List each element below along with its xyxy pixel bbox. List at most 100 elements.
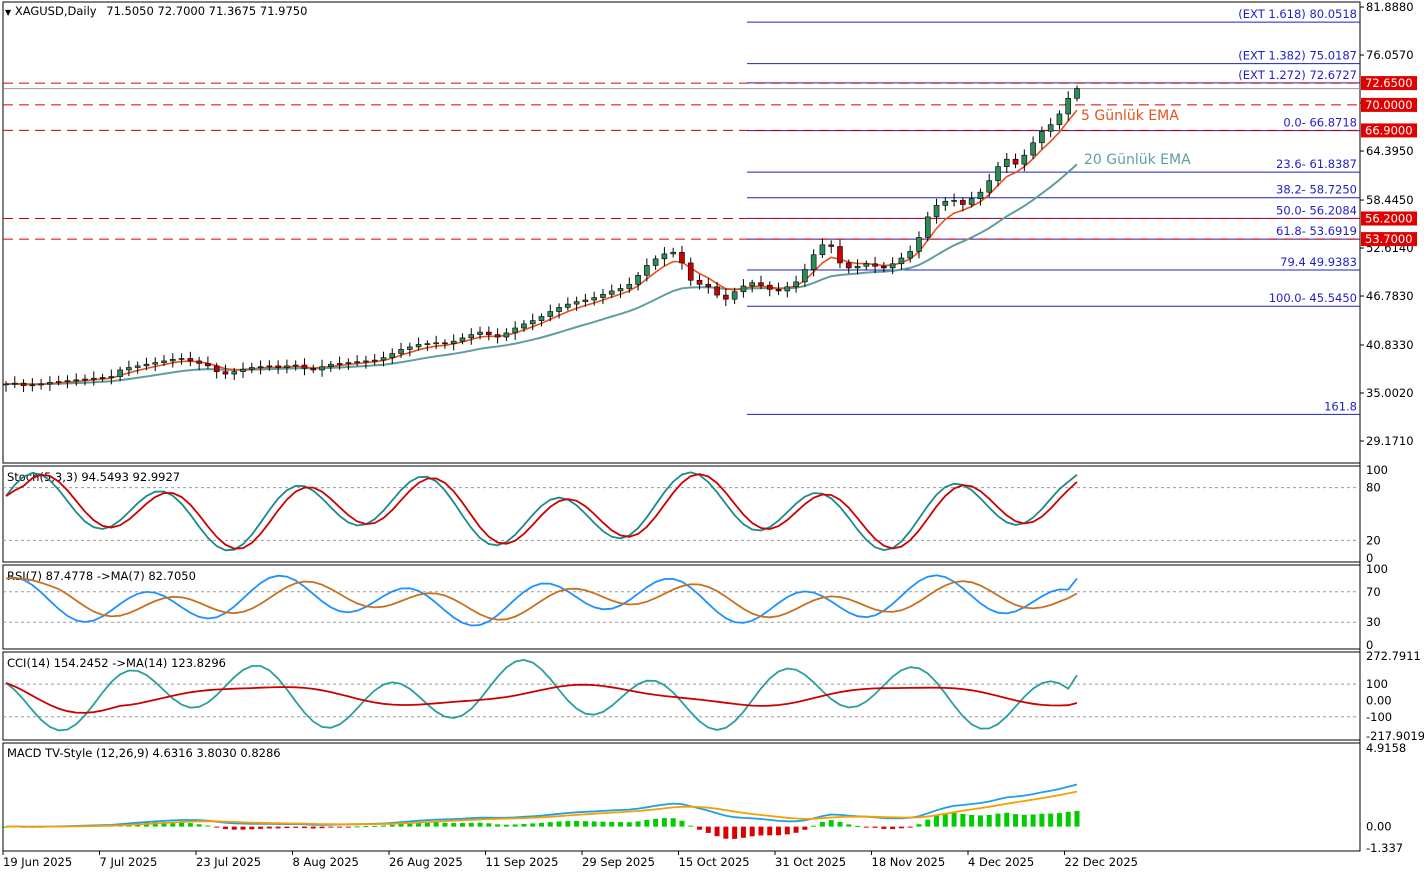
candle-body — [398, 349, 404, 354]
candle-body — [231, 371, 238, 375]
candle-body — [881, 265, 887, 269]
stoch-k-line — [5, 471, 1078, 552]
candle-body — [266, 365, 273, 368]
macd-histogram-bar — [459, 823, 465, 827]
candle-body — [556, 307, 562, 312]
candle-body — [29, 384, 36, 387]
candle-body — [222, 371, 229, 375]
macd-histogram-bar — [451, 823, 457, 827]
macd-axis-label: 0.00 — [1366, 820, 1392, 834]
candle-body — [942, 200, 949, 206]
macd-signal-line — [6, 790, 1078, 828]
candle-body — [213, 365, 220, 372]
macd-histogram-bar — [960, 813, 966, 827]
candle-body — [705, 284, 712, 288]
macd-histogram-bar — [319, 826, 325, 829]
macd-histogram-bar — [179, 822, 185, 827]
macd-histogram-bar — [644, 820, 650, 827]
price-axis-label: 40.8330 — [1366, 338, 1414, 352]
candle-body — [687, 262, 694, 281]
cci-ma-line — [5, 682, 1078, 714]
pane-frame-0 — [2, 1, 1361, 464]
date-axis-label: 8 Aug 2025 — [293, 855, 359, 869]
macd-histogram-bar — [416, 822, 422, 827]
collapse-triangle-icon[interactable]: ▼ — [5, 8, 12, 17]
candle-body — [371, 359, 378, 362]
rsi-axis-label: 0 — [1366, 638, 1373, 652]
candle-body — [503, 332, 510, 338]
macd-histogram-bar — [828, 820, 834, 827]
price-axis-label: 81.8880 — [1366, 0, 1414, 14]
pane-frame-2 — [2, 564, 1361, 650]
date-axis-label: 4 Dec 2025 — [968, 855, 1034, 869]
candle-body — [99, 377, 106, 379]
price-axis-label: 35.0020 — [1366, 386, 1414, 400]
date-axis-label: 11 Sep 2025 — [486, 855, 559, 869]
candle-body — [161, 360, 167, 363]
candle-body — [73, 379, 80, 382]
macd-line — [5, 783, 1078, 828]
macd-histogram-bar — [1048, 813, 1054, 827]
candle-body — [933, 205, 940, 218]
macd-histogram-bar — [214, 826, 220, 828]
candle-body — [810, 254, 817, 270]
macd-histogram-bar — [758, 826, 764, 836]
macd-histogram-bar — [205, 825, 211, 827]
candle-body — [345, 362, 352, 364]
macd-histogram-bar — [969, 814, 975, 827]
macd-histogram-bar — [942, 813, 948, 827]
macd-histogram-bar — [934, 815, 940, 827]
fib-label: (EXT 1.382) 75.0187 — [1238, 49, 1357, 63]
candle-body — [547, 311, 554, 317]
candle-body — [968, 198, 975, 205]
stoch-axis-label: 100 — [1366, 463, 1388, 477]
macd-histogram-bar — [793, 826, 799, 833]
candle-body — [450, 340, 457, 344]
macd-histogram-bar — [661, 818, 667, 827]
candle-body — [731, 291, 738, 300]
candle-body — [319, 366, 325, 371]
price-axis-label: 64.3950 — [1366, 144, 1414, 158]
candle-body — [389, 353, 396, 358]
candle-body — [126, 367, 132, 371]
macd-histogram-bar — [618, 822, 624, 827]
candle-body — [196, 360, 202, 364]
candle-body — [995, 166, 1001, 181]
macd-histogram-bar — [161, 822, 167, 827]
macd-histogram-bar — [258, 826, 264, 829]
fib-label: (EXT 1.618) 80.0518 — [1238, 7, 1357, 21]
candle-body — [55, 381, 62, 383]
ema5-annotation: 5 Günlük EMA — [1081, 108, 1179, 124]
macd-histogram-bar — [486, 823, 492, 827]
price-tag-box — [1361, 232, 1417, 247]
macd-histogram-bar — [863, 826, 869, 828]
macd-histogram-bar — [354, 826, 360, 828]
price-tag-label: 56.2000 — [1365, 212, 1413, 226]
fib-label: 38.2- 58.7250 — [1276, 183, 1357, 197]
macd-histogram-bar — [723, 826, 729, 839]
macd-histogram-bar — [714, 826, 720, 837]
candle-body — [652, 258, 659, 266]
candle-body — [924, 216, 931, 238]
price-tag-label: 70.0000 — [1365, 98, 1413, 112]
candle-body — [889, 263, 896, 269]
candle-body — [468, 334, 475, 339]
chart-header: ▼ XAGUSD,Daily 71.5050 72.7000 71.3675 7… — [5, 4, 307, 18]
candle-body — [1074, 88, 1080, 99]
candle-body — [380, 357, 387, 361]
candle-body — [863, 263, 870, 267]
macd-histogram-bar — [635, 821, 641, 827]
stoch-axis-label: 80 — [1366, 481, 1381, 495]
candle-body — [257, 366, 264, 368]
fib-label: 161.8 — [1324, 399, 1357, 413]
candle-body — [477, 331, 483, 335]
candle-body — [960, 200, 966, 205]
price-tag-box — [1361, 76, 1417, 91]
candle-body — [1065, 98, 1072, 115]
price-axis-label: 58.4450 — [1366, 193, 1414, 207]
cci-axis-label: 100 — [1366, 677, 1388, 691]
date-axis-label: 18 Nov 2025 — [872, 855, 946, 869]
macd-histogram-bar — [547, 822, 553, 827]
candle-body — [169, 358, 176, 362]
